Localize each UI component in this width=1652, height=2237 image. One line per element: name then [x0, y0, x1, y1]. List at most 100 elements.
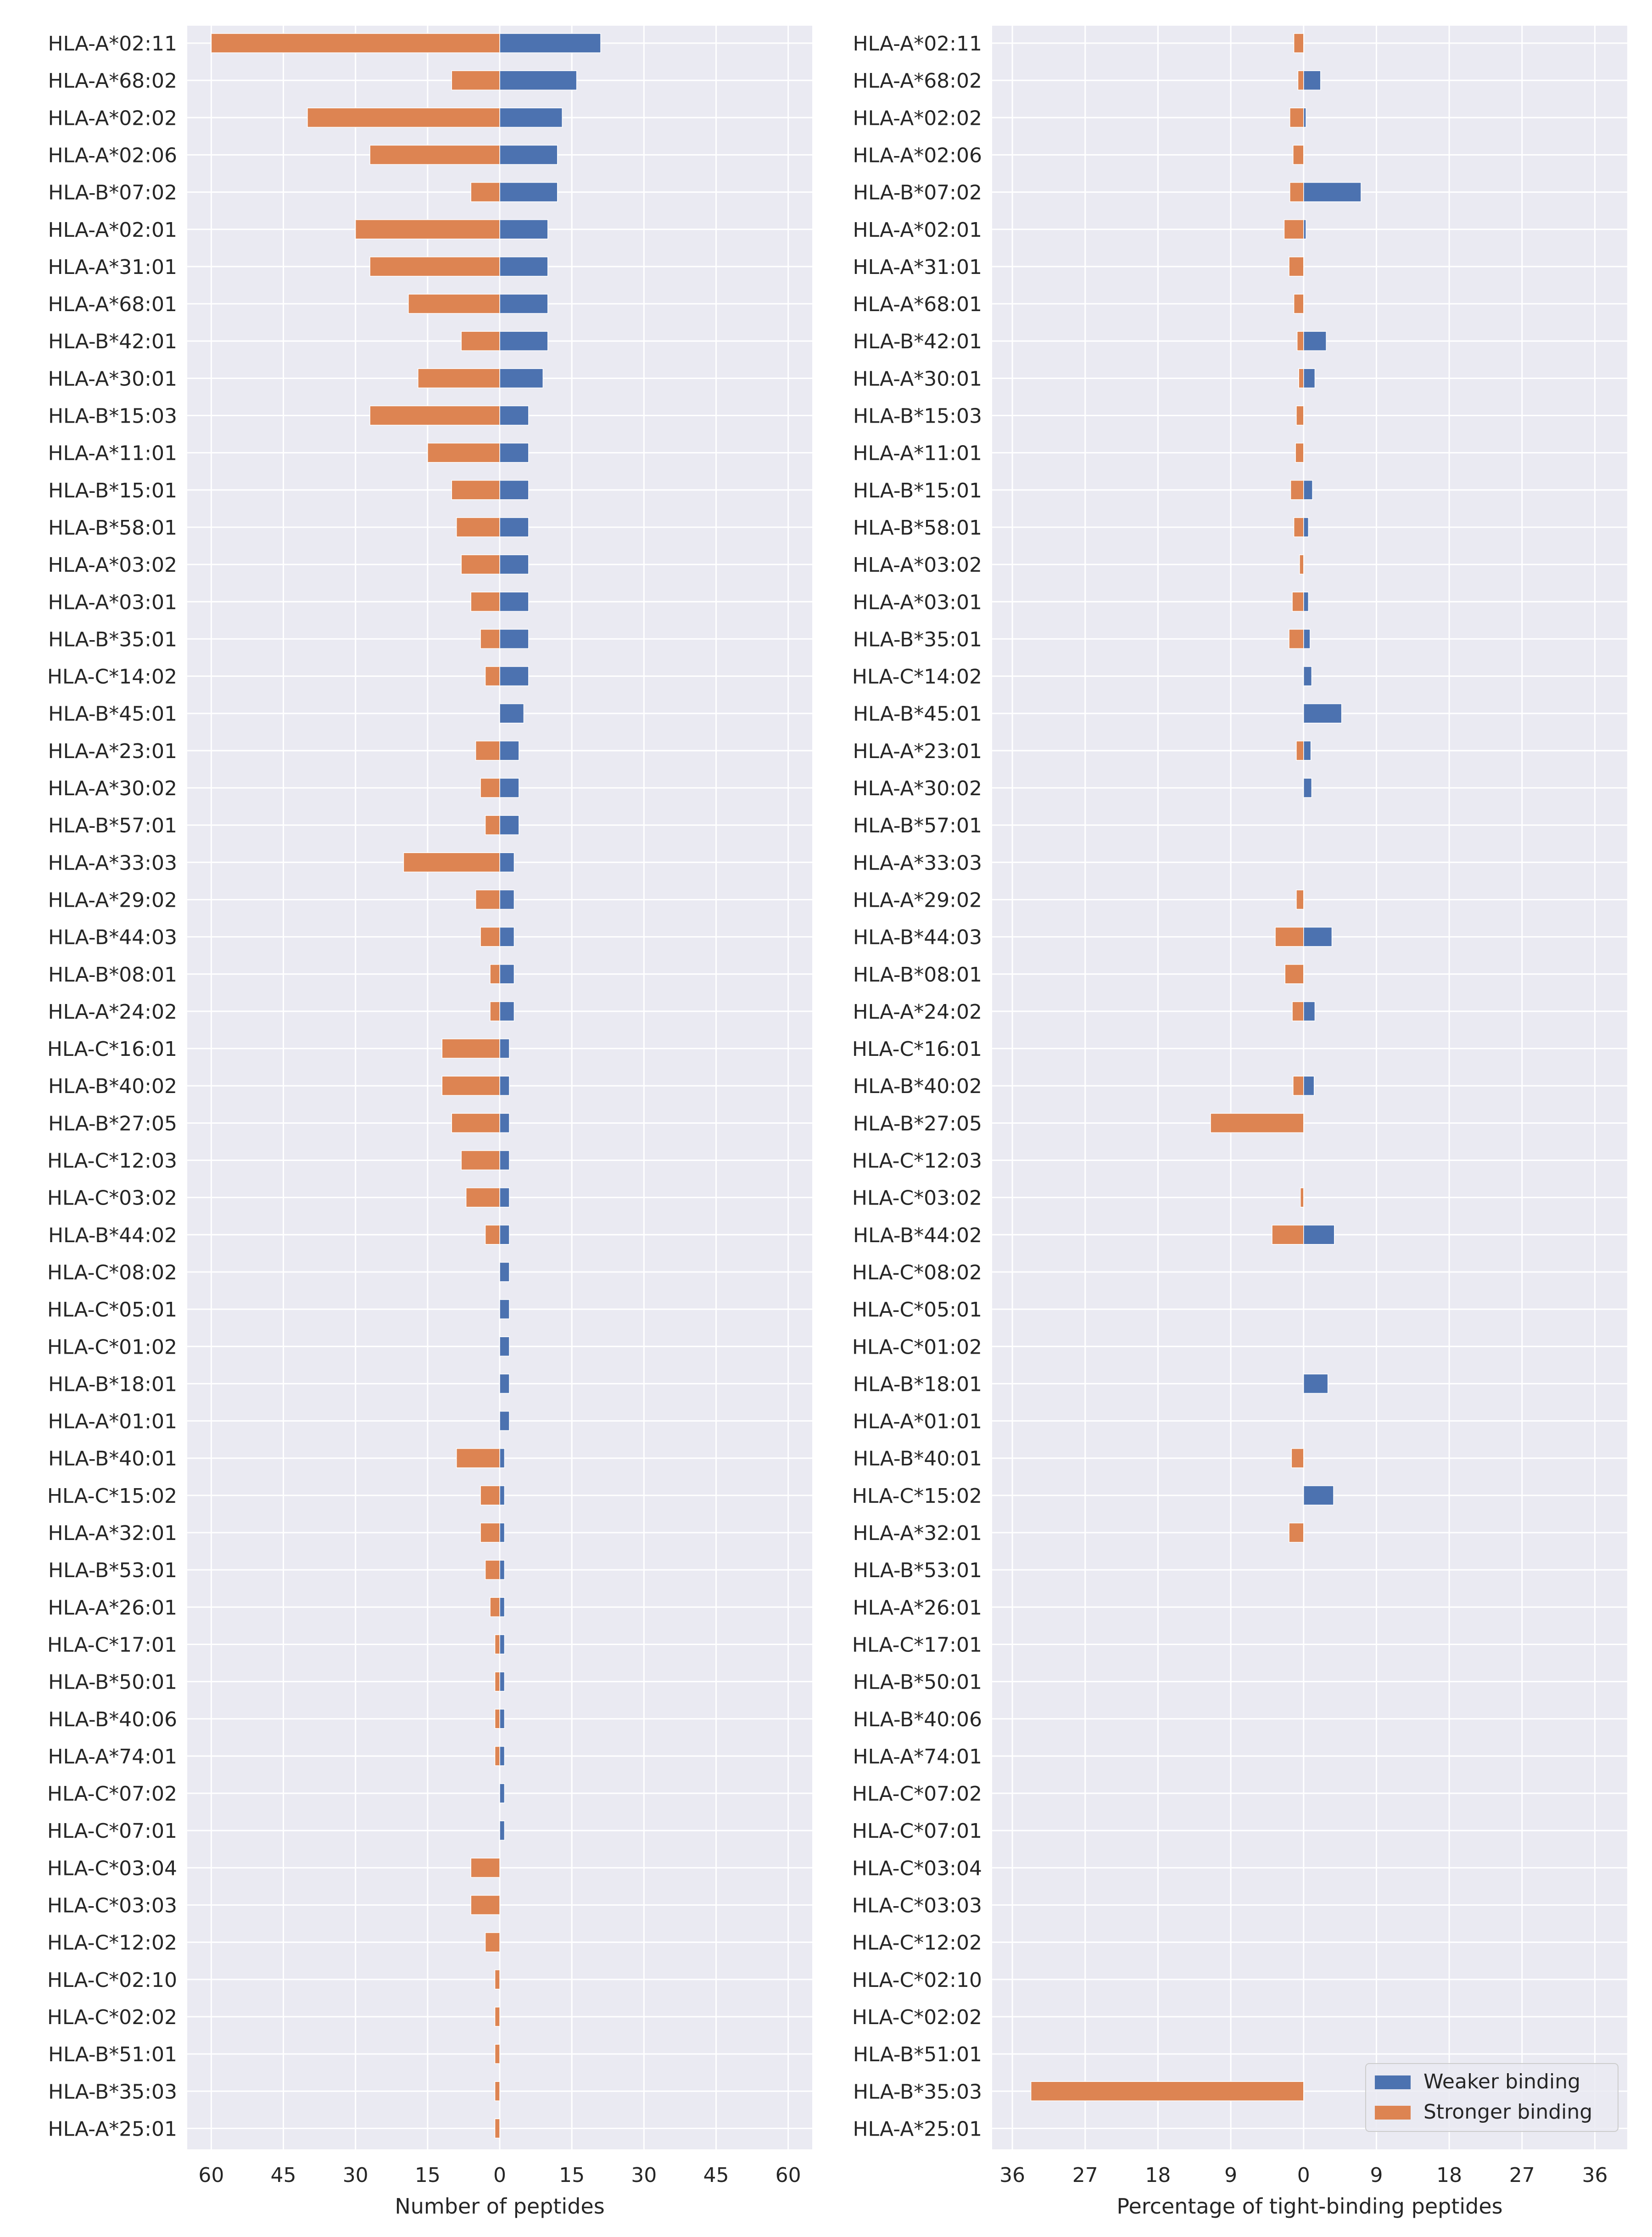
bar-stronger-binding-hla-c-17-01 [494, 1634, 500, 1655]
y-tick-label: HLA-A*02:11 [853, 32, 982, 56]
bar-stronger-binding-hla-a-33-03 [403, 852, 500, 873]
legend-swatch-weaker-binding [1375, 2075, 1411, 2089]
bar-weaker-binding-hla-c-05-01 [499, 1299, 510, 1319]
bar-stronger-binding-hla-c-12-03 [461, 1150, 500, 1171]
y-tick-label: HLA-B*08:01 [48, 963, 177, 987]
y-tick-label: HLA-C*02:10 [47, 1969, 177, 1992]
x-tick-label: 15 [559, 2164, 585, 2187]
bar-stronger-binding-hla-a-02-11 [1293, 33, 1304, 53]
y-tick-label: HLA-A*33:03 [48, 851, 177, 875]
bar-weaker-binding-hla-c-07-01 [499, 1820, 505, 1841]
bar-stronger-binding-hla-a-03-02 [1299, 554, 1304, 575]
bar-stronger-binding-hla-a-68-01 [1293, 294, 1304, 314]
y-tick-label: HLA-B*35:03 [48, 2080, 177, 2103]
y-tick-label: HLA-B*45:01 [853, 703, 982, 726]
bar-weaker-binding-hla-b-45-01 [499, 703, 525, 724]
y-tick-label: HLA-C*03:04 [47, 1857, 177, 1880]
y-tick-label: HLA-B*42:01 [48, 330, 177, 353]
y-tick-label: HLA-B*45:01 [48, 703, 177, 726]
y-tick-label: HLA-B*58:01 [853, 516, 982, 540]
bar-stronger-binding-hla-a-30-01 [1298, 368, 1304, 389]
bar-weaker-binding-hla-c-01-02 [499, 1336, 510, 1356]
x-tick-label: 27 [1509, 2164, 1535, 2187]
bar-weaker-binding-hla-b-15-01 [1303, 480, 1313, 500]
bar-stronger-binding-hla-b-15-01 [1290, 480, 1304, 500]
bar-weaker-binding-hla-b-15-03 [499, 405, 529, 426]
bar-weaker-binding-hla-b-45-01 [1303, 703, 1342, 724]
bar-stronger-binding-hla-a-68-02 [1297, 70, 1304, 90]
x-tick-label: 9 [1370, 2164, 1383, 2187]
bar-stronger-binding-hla-a-32-01 [480, 1523, 500, 1543]
x-tick-label: 45 [703, 2164, 729, 2187]
bar-stronger-binding-hla-c-03-03 [470, 1895, 500, 1915]
bar-stronger-binding-hla-a-30-01 [418, 368, 500, 389]
y-tick-label: HLA-B*18:01 [853, 1372, 982, 1396]
bar-stronger-binding-hla-a-68-01 [408, 294, 500, 314]
y-tick-label: HLA-B*50:01 [853, 1671, 982, 1694]
y-tick-label: HLA-C*16:01 [852, 1038, 982, 1061]
bar-weaker-binding-hla-b-42-01 [499, 331, 548, 351]
x-tick-label: 30 [343, 2164, 368, 2187]
y-tick-label: HLA-B*15:03 [853, 405, 982, 428]
x-tick-label: 30 [631, 2164, 657, 2187]
bar-weaker-binding-hla-a-23-01 [1303, 741, 1312, 761]
bar-weaker-binding-hla-b-40-06 [499, 1709, 505, 1729]
bar-stronger-binding-hla-b-15-03 [369, 405, 500, 426]
y-tick-label: HLA-A*25:01 [48, 2117, 177, 2141]
bar-weaker-binding-hla-a-30-01 [499, 368, 544, 389]
y-tick-label: HLA-B*07:02 [853, 181, 982, 205]
y-tick-label: HLA-A*11:01 [853, 442, 982, 465]
bar-stronger-binding-hla-a-02-01 [1284, 219, 1304, 240]
bar-stronger-binding-hla-c-12-02 [485, 1932, 500, 1952]
bar-weaker-binding-hla-a-31-01 [499, 257, 548, 277]
bar-stronger-binding-hla-b-51-01 [494, 2044, 500, 2064]
x-tick-label: 15 [415, 2164, 441, 2187]
bar-stronger-binding-hla-a-02-02 [307, 107, 500, 128]
y-tick-label: HLA-B*42:01 [853, 330, 982, 353]
bar-weaker-binding-hla-a-32-01 [499, 1523, 505, 1543]
bar-weaker-binding-hla-a-03-01 [499, 591, 529, 612]
y-tick-label: HLA-C*07:01 [47, 1819, 177, 1843]
bar-stronger-binding-hla-b-53-01 [485, 1560, 500, 1580]
bar-weaker-binding-hla-a-02-02 [499, 107, 563, 128]
bar-stronger-binding-hla-c-02-02 [494, 2007, 500, 2027]
bar-stronger-binding-hla-a-25-01 [494, 2118, 500, 2139]
x-tick-label: 0 [1297, 2164, 1310, 2187]
y-tick-label: HLA-B*40:06 [853, 1708, 982, 1731]
y-tick-label: HLA-C*07:01 [852, 1819, 982, 1843]
y-tick-label: HLA-B*08:01 [853, 963, 982, 987]
bar-weaker-binding-hla-b-08-01 [499, 964, 515, 984]
bar-weaker-binding-hla-b-40-01 [499, 1448, 505, 1468]
y-tick-label: HLA-B*50:01 [48, 1671, 177, 1694]
y-tick-label: HLA-B*57:01 [853, 814, 982, 837]
y-tick-label: HLA-B*40:01 [853, 1447, 982, 1471]
y-tick-label: HLA-A*02:01 [48, 218, 177, 242]
bar-stronger-binding-hla-a-02-01 [355, 219, 500, 240]
bar-stronger-binding-hla-b-35-01 [1289, 629, 1304, 649]
y-tick-label: HLA-C*03:03 [852, 1894, 982, 1918]
y-tick-label: HLA-C*15:02 [47, 1484, 177, 1508]
y-tick-label: HLA-A*11:01 [48, 442, 177, 465]
legend-label-stronger-binding: Stronger binding [1423, 2100, 1592, 2124]
bar-stronger-binding-hla-b-15-03 [1296, 405, 1304, 426]
bar-weaker-binding-hla-a-03-01 [1303, 591, 1309, 612]
y-tick-label: HLA-B*40:06 [48, 1708, 177, 1731]
y-tick-label: HLA-A*68:01 [48, 293, 177, 316]
y-tick-label: HLA-A*68:01 [853, 293, 982, 316]
y-tick-label: HLA-A*30:02 [48, 777, 177, 800]
y-tick-label: HLA-B*40:01 [48, 1447, 177, 1471]
y-tick-label: HLA-A*01:01 [853, 1410, 982, 1434]
bar-weaker-binding-hla-a-23-01 [499, 741, 519, 761]
y-tick-label: HLA-A*30:02 [853, 777, 982, 800]
bar-stronger-binding-hla-a-31-01 [369, 257, 500, 277]
bar-weaker-binding-hla-a-03-02 [499, 554, 529, 575]
y-tick-label: HLA-A*24:02 [853, 1000, 982, 1024]
bar-stronger-binding-hla-b-44-02 [485, 1225, 500, 1245]
y-tick-label: HLA-A*03:02 [48, 553, 177, 577]
y-tick-label: HLA-A*03:02 [853, 553, 982, 577]
bar-weaker-binding-hla-b-44-02 [499, 1225, 510, 1245]
x-tick-label: 60 [776, 2164, 801, 2187]
panel-percentage-tight-binding: 36 27 18 9 0 9 18 27 36 HLA-A*02:11 HLA-A*68:02 HLA… [852, 26, 1627, 2219]
x-tick-label: 27 [1072, 2164, 1098, 2187]
